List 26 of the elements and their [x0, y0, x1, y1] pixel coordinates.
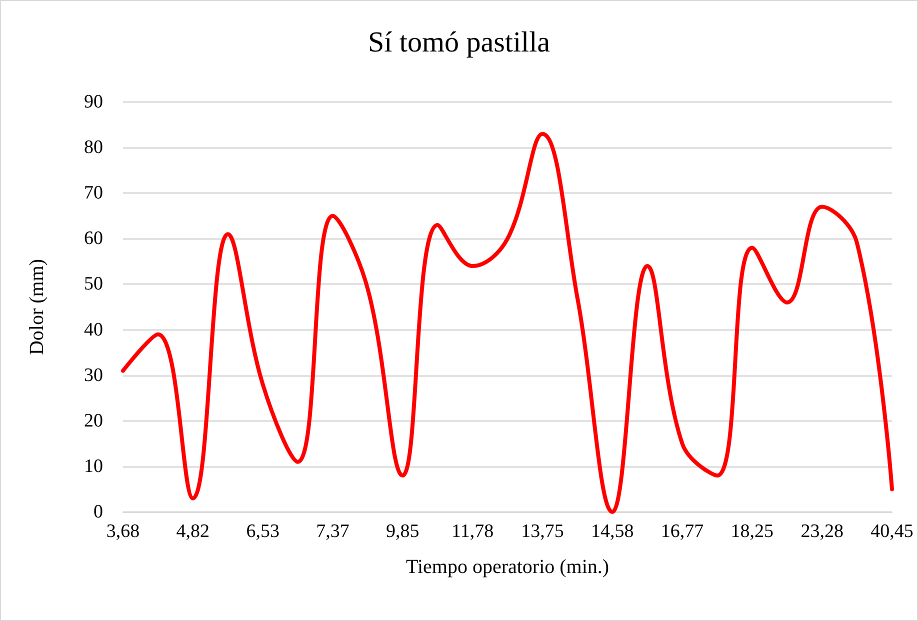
chart-title: Sí tomó pastilla [368, 26, 550, 58]
x-tick-label: 7,37 [316, 521, 350, 542]
x-tick-label: 40,45 [870, 521, 914, 542]
line-series [121, 132, 894, 514]
y-tick-label: 30 [84, 364, 103, 386]
y-tick-label: 90 [84, 92, 103, 112]
x-tick-label: 11,78 [452, 521, 494, 542]
y-tick-label: 0 [94, 502, 103, 522]
x-tick-label: 13,75 [521, 521, 564, 542]
y-axis-title: Dolor (mm) [26, 258, 48, 356]
x-tick-label: 18,25 [730, 521, 774, 542]
x-tick-label: 9,85 [386, 521, 420, 542]
y-tick-label: 80 [84, 137, 103, 158]
y-tick-label: 60 [84, 228, 103, 250]
x-tick-label: 4,82 [176, 521, 210, 542]
x-tick-label: 16,77 [660, 521, 704, 542]
y-tick-label: 40 [84, 319, 103, 340]
y-tick-label: 10 [84, 456, 103, 477]
y-tick-label: 70 [84, 182, 103, 204]
y-tick-label: 50 [84, 274, 103, 295]
x-tick-label: 6,53 [246, 521, 280, 542]
y-tick-label: 20 [84, 410, 103, 432]
x-axis-title: Tiempo operatorio (min.) [406, 556, 610, 578]
x-tick-label: 3,68 [106, 521, 140, 542]
x-tick-label: 23,28 [800, 521, 844, 542]
x-tick-label: 14,58 [590, 521, 634, 542]
